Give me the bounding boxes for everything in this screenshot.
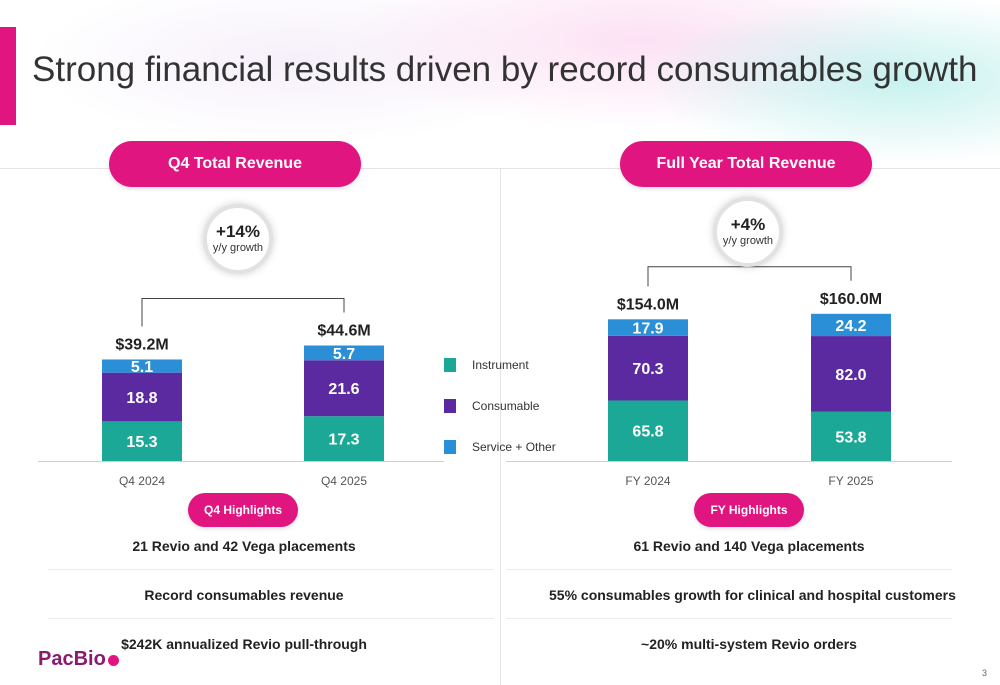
fy-bar-fy-2025-instrument-value-label: 53.8 (835, 429, 866, 446)
fy-bar-fy-2025-consumable-segment (811, 336, 891, 412)
logo-dot-icon (107, 655, 119, 666)
column-divider (500, 168, 501, 685)
q4-bar-q4-2025-service-other-segment (304, 345, 384, 361)
legend-swatch-consumable (444, 398, 456, 413)
q4-highlights-pill: Q4 Highlights (188, 493, 298, 527)
legend-label-instrument: Instrument (472, 357, 529, 372)
fy-growth-label: y/y growth (722, 235, 774, 247)
legend-item-instrument: Instrument (444, 344, 556, 385)
fy-growth-badge: +4% y/y growth (713, 197, 783, 267)
title-accent-bar (0, 27, 16, 125)
q4-highlight-1: 21 Revio and 42 Vega placements (132, 538, 356, 554)
legend-swatch-service (444, 439, 456, 454)
fy-bar-fy-2024-service-other-value-label: 17.9 (632, 321, 663, 338)
q4-growth-bracket (141, 297, 345, 327)
q4-bar-q4-2025-service-other-value-label: 5.7 (333, 346, 355, 363)
q4-bar-q4-2025-instrument-segment (304, 416, 384, 461)
q4-highlight-separator (48, 618, 494, 619)
q4-header-label: Q4 Total Revenue (168, 155, 302, 172)
fy-highlight-1: 61 Revio and 140 Vega placements (633, 538, 865, 554)
fy-growth-pct: +4% (730, 215, 766, 234)
fy-bar-fy-2025-consumable-value-label: 82.0 (835, 367, 866, 384)
q4-growth-pct: +14% (216, 222, 260, 241)
q4-growth-badge: +14% y/y growth (203, 204, 273, 274)
chart-legend: Instrument Consumable Service + Other (444, 344, 556, 467)
q4-bar-q4-2024-service-other-segment (102, 359, 182, 373)
fy-highlights-pill: FY Highlights (694, 493, 804, 527)
fy-category-label: FY 2024 (625, 474, 670, 488)
q4-bar-q4-2025-instrument-value-label: 17.3 (328, 432, 359, 449)
q4-highlight-separator (48, 569, 494, 570)
fy-highlights-title: FY Highlights (710, 503, 788, 517)
fy-bar-fy-2025-instrument-segment (811, 411, 891, 461)
fy-total-label: $160.0M (820, 291, 882, 308)
legend-item-consumable: Consumable (444, 385, 556, 426)
q4-highlight-2: Record consumables revenue (144, 587, 344, 603)
slide-title: Strong financial results driven by recor… (32, 50, 978, 89)
fy-bar-fy-2024-instrument-segment (608, 400, 688, 461)
q4-category-label: Q4 2025 (321, 474, 367, 488)
q4-bar-q4-2024-consumable-segment (102, 372, 182, 422)
q4-highlights-title: Q4 Highlights (204, 503, 282, 517)
fy-bar-fy-2024-instrument-value-label: 65.8 (632, 424, 663, 441)
pacbio-logo: PacBio (38, 648, 119, 671)
fy-bar-fy-2025-service-other-segment (811, 313, 891, 337)
q4-bar-q4-2025-consumable-value-label: 21.6 (328, 381, 359, 398)
logo-text: PacBio (38, 648, 106, 670)
q4-bar-q4-2024-instrument-segment (102, 421, 182, 461)
fy-header-label: Full Year Total Revenue (656, 155, 836, 172)
fy-bar-fy-2025-service-other-value-label: 24.2 (835, 318, 866, 335)
legend-swatch-instrument (444, 357, 456, 372)
fy-bar-fy-2024-consumable-segment (608, 335, 688, 401)
q4-bar-q4-2024-service-other-value-label: 5.1 (131, 359, 153, 376)
q4-total-label: $39.2M (115, 336, 168, 353)
q4-bar-q4-2024-instrument-value-label: 15.3 (126, 434, 157, 451)
q4-total-label: $44.6M (317, 322, 370, 339)
legend-label-service: Service + Other (472, 439, 556, 454)
fy-bar-fy-2024-service-other-segment (608, 319, 688, 336)
q4-bar-q4-2024-consumable-value-label: 18.8 (126, 390, 157, 407)
q4-growth-label: y/y growth (212, 242, 264, 254)
fy-highlight-separator (506, 569, 952, 570)
page-number: 3 (982, 668, 988, 678)
fy-bar-fy-2024-consumable-value-label: 70.3 (632, 361, 663, 378)
q4-category-label: Q4 2024 (119, 474, 165, 488)
q4-bar-q4-2025-consumable-segment (304, 360, 384, 417)
fy-total-label: $154.0M (617, 296, 679, 313)
fy-category-label: FY 2025 (828, 474, 873, 488)
legend-label-consumable: Consumable (472, 398, 540, 413)
q4-header-pill: Q4 Total Revenue (109, 141, 361, 187)
q4-highlight-3: $242K annualized Revio pull-through (121, 636, 367, 652)
fy-highlight-2: 55% consumables growth for clinical and … (549, 587, 956, 603)
fy-highlight-separator (506, 618, 952, 619)
fy-highlight-3: ~20% multi-system Revio orders (641, 636, 857, 652)
fy-header-pill: Full Year Total Revenue (620, 141, 872, 187)
fy-growth-bracket (647, 266, 852, 287)
legend-item-service: Service + Other (444, 426, 556, 467)
